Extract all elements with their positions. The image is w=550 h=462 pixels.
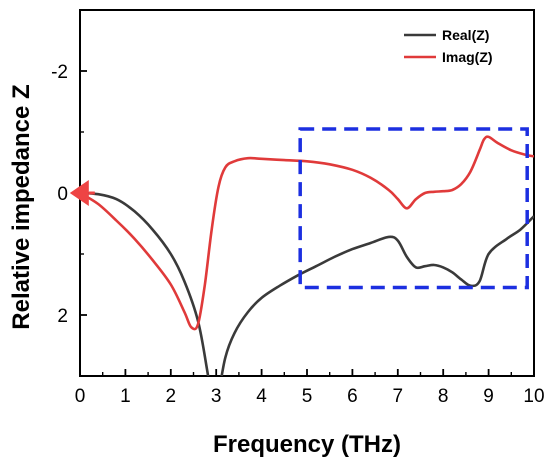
series-clip — [80, 135, 534, 376]
y-tick-label: 0 — [57, 184, 68, 205]
x-tick-label: 4 — [256, 386, 267, 407]
legend: Real(Z) Imag(Z) — [404, 27, 493, 65]
x-tick-label: 1 — [120, 386, 131, 407]
x-tick-label: 9 — [483, 386, 494, 407]
series-line-imag-z — [80, 135, 534, 331]
annotations — [69, 127, 529, 290]
x-tick-label: 10 — [523, 386, 544, 407]
x-tick-label: 8 — [438, 386, 449, 407]
ticks: 0 1 2 3 4 5 6 7 8 9 10 -2 0 2 — [51, 62, 544, 407]
legend-label: Imag(Z) — [442, 49, 493, 65]
y-tick-label: 2 — [57, 306, 68, 327]
series-group — [80, 135, 534, 376]
legend-label: Real(Z) — [442, 27, 489, 43]
x-tick-label: 0 — [75, 386, 86, 407]
x-tick-label: 2 — [166, 386, 177, 407]
x-tick-label: 5 — [302, 386, 313, 407]
x-tick-label: 3 — [211, 386, 222, 407]
y-tick-label: -2 — [51, 62, 68, 83]
arrow-marker — [69, 180, 89, 206]
x-axis-label: Frequency (THz) — [213, 431, 401, 458]
highlight-box — [298, 127, 529, 290]
x-tick-label: 7 — [393, 386, 404, 407]
series-line-real-z — [80, 191, 534, 376]
y-axis-label: Relative impedance Z — [8, 84, 35, 329]
x-tick-label: 6 — [347, 386, 358, 407]
